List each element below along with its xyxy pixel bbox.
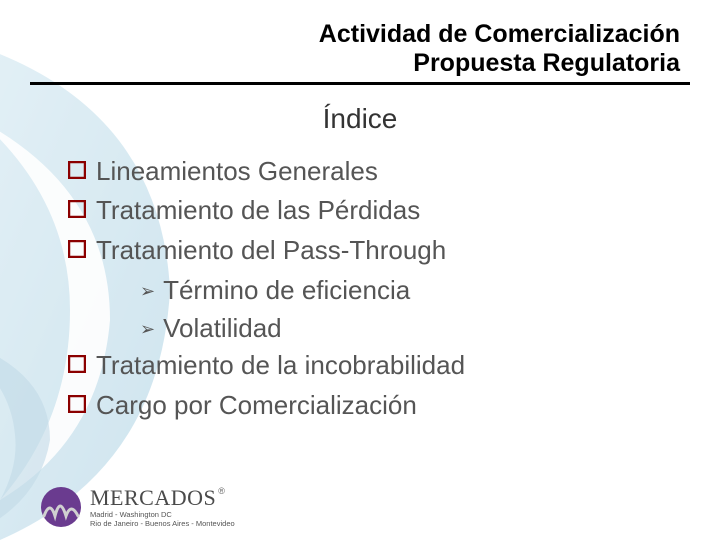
- toc-item-label: Tratamiento de las Pérdidas: [96, 194, 420, 228]
- toc-item: Tratamiento del Pass-Through: [68, 234, 690, 268]
- logo-cities-1: Madrid - Washington DC: [90, 511, 235, 519]
- square-bullet-icon: [68, 355, 86, 373]
- toc-item: Cargo por Comercialización: [68, 389, 690, 423]
- toc-sublist: ➢ Término de eficiencia ➢ Volatilidad: [68, 274, 690, 346]
- square-bullet-icon: [68, 240, 86, 258]
- title-line-1: Actividad de Comercialización: [30, 20, 680, 49]
- square-bullet-icon: [68, 161, 86, 179]
- title-block: Actividad de Comercialización Propuesta …: [30, 20, 690, 78]
- toc-item: Tratamiento de la incobrabilidad: [68, 349, 690, 383]
- footer-logo: MERCADOS ® Madrid - Washington DC Rio de…: [40, 486, 235, 528]
- toc-item-label: Tratamiento del Pass-Through: [96, 234, 446, 268]
- triangle-bullet-icon: ➢: [140, 274, 155, 305]
- toc-item-label: Lineamientos Generales: [96, 155, 378, 189]
- toc-subitem: ➢ Término de eficiencia: [140, 274, 690, 308]
- toc-item: Lineamientos Generales: [68, 155, 690, 189]
- toc-item: Tratamiento de las Pérdidas: [68, 194, 690, 228]
- logo-name: MERCADOS: [90, 487, 216, 509]
- registered-icon: ®: [218, 487, 225, 496]
- toc-subitem-label: Término de eficiencia: [163, 274, 410, 308]
- toc-item-label: Tratamiento de la incobrabilidad: [96, 349, 465, 383]
- logo-text-block: MERCADOS ® Madrid - Washington DC Rio de…: [90, 487, 235, 528]
- slide-content: Actividad de Comercialización Propuesta …: [0, 0, 720, 540]
- square-bullet-icon: [68, 395, 86, 413]
- toc-item-label: Cargo por Comercialización: [96, 389, 417, 423]
- mercados-logo-icon: [40, 486, 82, 528]
- index-heading: Índice: [30, 103, 690, 135]
- toc-subitem-label: Volatilidad: [163, 312, 282, 346]
- title-underline: [30, 82, 690, 85]
- toc-subitem: ➢ Volatilidad: [140, 312, 690, 346]
- table-of-contents: Lineamientos Generales Tratamiento de la…: [30, 155, 690, 424]
- triangle-bullet-icon: ➢: [140, 312, 155, 343]
- logo-cities-2: Rio de Janeiro - Buenos Aires - Montevid…: [90, 520, 235, 528]
- title-line-2: Propuesta Regulatoria: [30, 49, 680, 78]
- square-bullet-icon: [68, 200, 86, 218]
